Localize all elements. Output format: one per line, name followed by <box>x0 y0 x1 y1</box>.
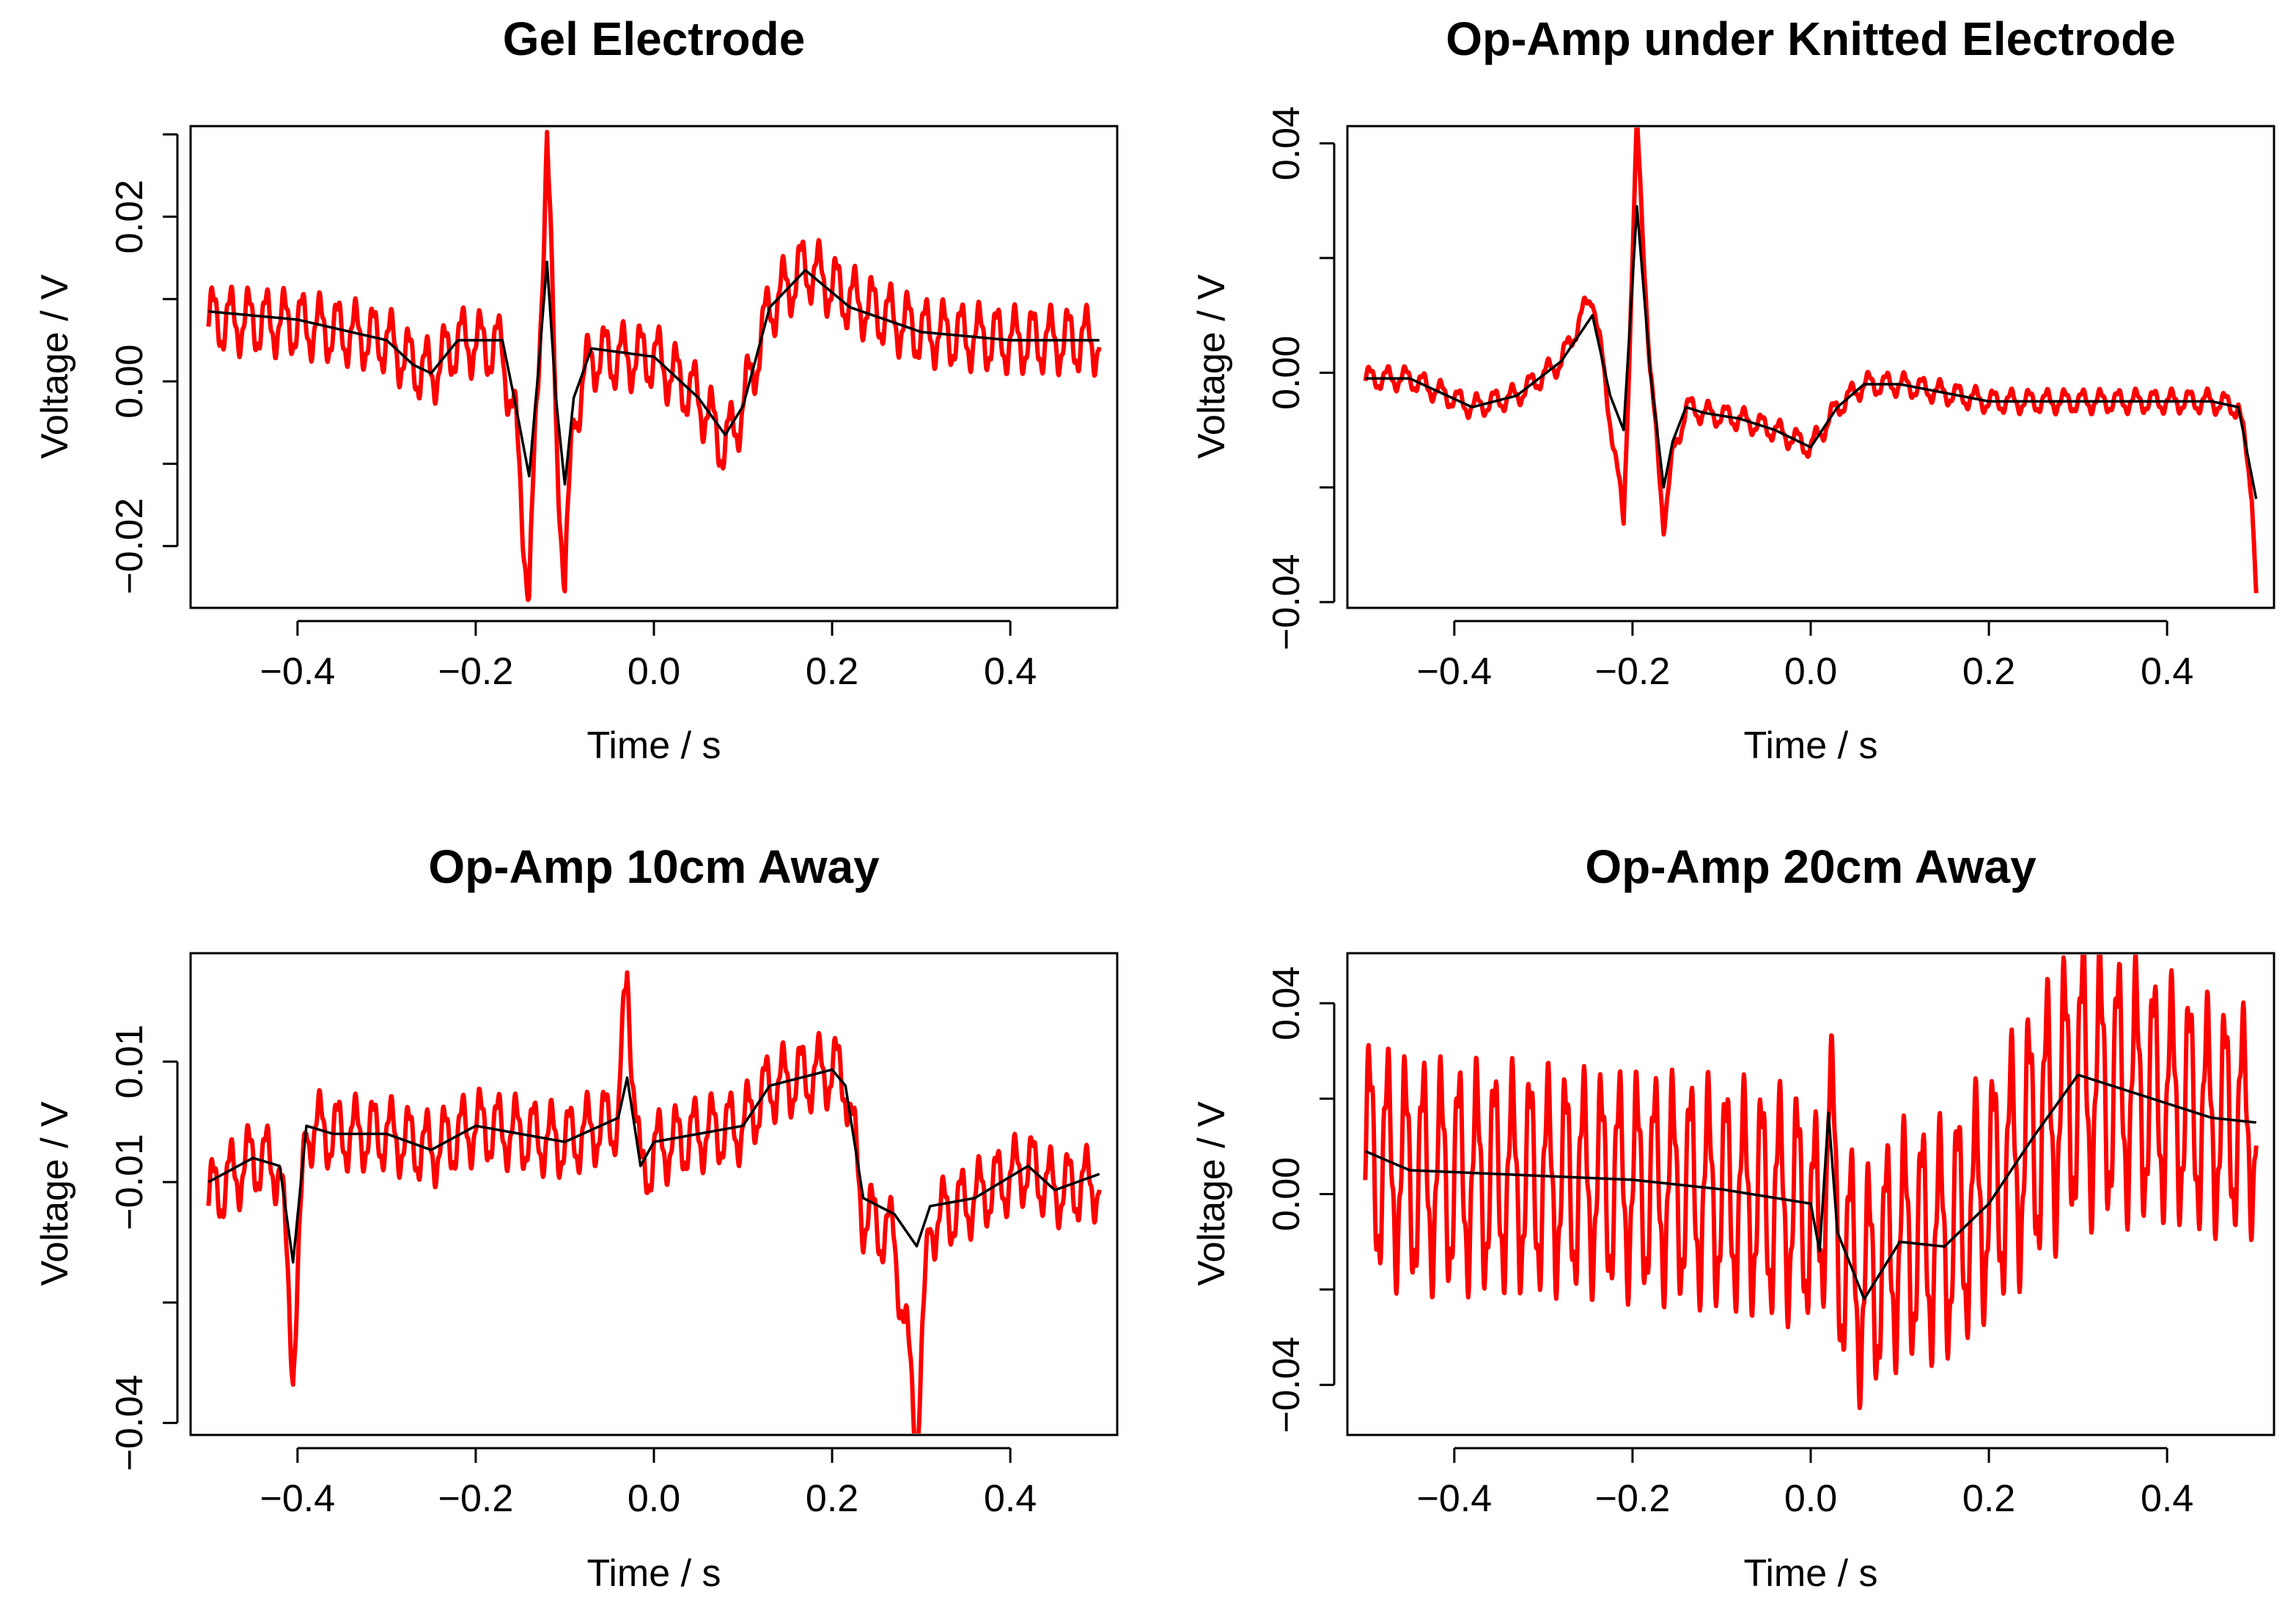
x-tick-label: 0.4 <box>2141 650 2193 693</box>
y-tick-label: −0.04 <box>1265 554 1308 650</box>
x-tick-label: 0.2 <box>1962 650 2015 693</box>
plot-frame <box>1346 125 2275 609</box>
panel-op-amp-20cm-away: Op-Amp 20cm Away Time / s Voltage / V −0… <box>1191 840 2275 1595</box>
x-axis-label: Time / s <box>1744 724 1878 767</box>
y-tick-label: 0.00 <box>108 345 151 419</box>
x-tick-label: −0.2 <box>438 650 514 693</box>
y-axis-label: Voltage / V <box>1191 1101 1233 1286</box>
x-axis-label: Time / s <box>1744 1552 1878 1595</box>
y-tick-label: 0.01 <box>108 1024 151 1098</box>
x-tick-label: 0.4 <box>984 1477 1037 1520</box>
averaged-signal-line <box>1364 205 2258 499</box>
y-tick-label: 0.04 <box>1265 966 1308 1040</box>
x-axis-label: Time / s <box>587 724 721 767</box>
averaged-signal-line <box>207 260 1100 486</box>
y-tick-label: 0.00 <box>1265 1157 1308 1231</box>
averaged-signal-line <box>1364 1073 2257 1301</box>
plot-frame <box>189 125 1119 609</box>
x-tick-label: 0.4 <box>2141 1477 2193 1520</box>
raw-signal-line <box>206 130 1102 603</box>
panel-title: Op-Amp 10cm Away <box>428 840 880 893</box>
plot-area <box>1363 955 2259 1411</box>
x-tick-label: −0.4 <box>260 650 336 693</box>
x-tick-label: 0.2 <box>1962 1477 2015 1520</box>
x-tick-label: −0.2 <box>438 1477 514 1520</box>
raw-signal-line <box>1363 955 2259 1411</box>
panel-title: Gel Electrode <box>503 12 806 65</box>
y-axis-label: Voltage / V <box>34 274 76 459</box>
plot-frame <box>1346 952 2275 1436</box>
y-tick-label: 0.00 <box>1265 336 1308 410</box>
plot-area <box>206 970 1102 1433</box>
y-axis-label: Voltage / V <box>1191 274 1233 459</box>
x-tick-label: −0.4 <box>1417 650 1493 693</box>
plot-frame <box>189 952 1119 1436</box>
raw-signal-line <box>1363 128 2259 594</box>
panel-gel-electrode: Gel Electrode Time / s Voltage / V −0.4 −… <box>34 12 1119 767</box>
y-tick-label: 0.02 <box>108 180 151 254</box>
panel-op-amp-under-knitted-electrode: Op-Amp under Knitted Electrode Time / s … <box>1191 12 2275 767</box>
x-tick-label: 0.2 <box>806 650 858 693</box>
x-tick-label: 0.0 <box>628 650 680 693</box>
x-tick-label: −0.2 <box>1595 1477 1671 1520</box>
y-tick-label: 0.04 <box>1265 106 1308 180</box>
x-tick-label: 0.0 <box>1784 1477 1837 1520</box>
y-tick-label: −0.04 <box>1265 1337 1308 1433</box>
plot-area <box>206 130 1102 603</box>
x-tick-label: 0.4 <box>984 650 1037 693</box>
panel-title: Op-Amp 20cm Away <box>1585 840 2036 893</box>
x-tick-label: 0.0 <box>1784 650 1837 693</box>
plot-area <box>1363 128 2259 594</box>
x-axis-label: Time / s <box>587 1552 721 1595</box>
x-tick-label: −0.2 <box>1595 650 1671 693</box>
y-tick-label: −0.04 <box>108 1375 151 1472</box>
panel-op-amp-10cm-away: Op-Amp 10cm Away Time / s Voltage / V −0… <box>34 840 1119 1595</box>
y-tick-label: −0.02 <box>108 498 151 595</box>
x-tick-label: 0.2 <box>806 1477 858 1520</box>
y-axis-label: Voltage / V <box>34 1101 76 1286</box>
averaged-signal-line <box>207 1068 1100 1264</box>
x-tick-label: 0.0 <box>628 1477 680 1520</box>
y-tick-label: −0.01 <box>108 1134 151 1230</box>
x-tick-label: −0.4 <box>260 1477 336 1520</box>
x-tick-label: −0.4 <box>1417 1477 1493 1520</box>
panel-title: Op-Amp under Knitted Electrode <box>1446 12 2176 65</box>
